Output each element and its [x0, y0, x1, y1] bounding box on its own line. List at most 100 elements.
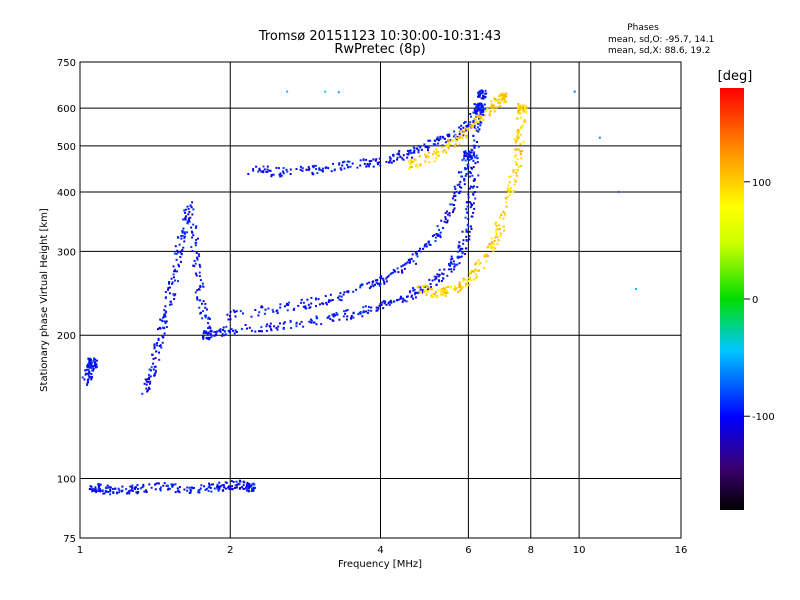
data-point [392, 300, 395, 303]
data-point [322, 302, 325, 305]
data-point [248, 326, 251, 329]
data-point [189, 204, 192, 207]
data-point [200, 484, 203, 487]
data-point [419, 164, 422, 167]
data-point [192, 487, 195, 489]
data-point [333, 313, 335, 316]
data-point [187, 217, 190, 220]
data-point [205, 488, 208, 490]
data-point [168, 282, 170, 285]
data-point [455, 138, 458, 141]
data-point [111, 488, 114, 490]
data-point [463, 151, 466, 153]
data-point [225, 481, 228, 484]
data-point [429, 286, 432, 288]
data-point [159, 318, 162, 321]
data-point [106, 484, 109, 487]
data-point [384, 300, 387, 303]
data-point [195, 241, 198, 244]
data-point [443, 149, 446, 152]
data-point [445, 150, 448, 153]
data-point [198, 306, 201, 309]
data-point [467, 196, 470, 199]
data-point [81, 376, 84, 379]
data-point [465, 134, 468, 137]
data-point [424, 243, 427, 246]
data-point [481, 91, 484, 94]
data-point [474, 118, 477, 121]
data-point [476, 141, 478, 143]
data-point [359, 286, 362, 289]
data-point [299, 165, 302, 168]
data-point [362, 158, 365, 161]
data-point [88, 376, 91, 379]
data-point [344, 312, 347, 315]
colorbar-tick-label: 100 [752, 178, 771, 189]
data-point [136, 488, 139, 490]
data-point [195, 252, 198, 254]
data-point [191, 201, 194, 204]
data-point [228, 329, 231, 332]
data-point [477, 145, 480, 148]
data-point [227, 318, 230, 321]
data-point [503, 212, 506, 215]
data-point [408, 160, 411, 162]
data-point [469, 202, 472, 205]
data-point [473, 124, 476, 127]
data-point [173, 298, 176, 300]
data-point [99, 483, 102, 486]
colorbar: [deg] 100 0 -100 [718, 69, 775, 510]
data-point [297, 304, 300, 307]
data-point [184, 218, 187, 221]
data-point [424, 146, 427, 149]
data-point [522, 110, 525, 113]
data-point [417, 144, 420, 147]
data-point [232, 309, 235, 312]
data-point [499, 105, 502, 108]
data-point [245, 489, 248, 492]
data-point [419, 247, 421, 250]
data-point [222, 326, 225, 329]
data-point [188, 210, 191, 213]
data-point [270, 173, 273, 176]
data-point [456, 250, 459, 253]
data-point [246, 483, 249, 486]
data-point [250, 485, 253, 488]
data-point [155, 369, 157, 372]
data-point [481, 104, 484, 107]
data-point [346, 309, 349, 311]
data-point [471, 174, 474, 177]
data-point [429, 283, 432, 285]
data-point [463, 183, 466, 186]
data-point [465, 167, 468, 170]
data-point [410, 295, 413, 298]
data-point [186, 489, 189, 492]
data-point [478, 128, 481, 131]
data-point [414, 159, 417, 162]
data-point [494, 99, 497, 102]
data-point [401, 157, 404, 160]
data-point [449, 139, 452, 142]
data-point [468, 230, 471, 233]
data-point [376, 309, 379, 312]
data-point [172, 483, 175, 486]
data-point [478, 263, 481, 266]
data-point [214, 334, 217, 337]
data-point [195, 274, 198, 277]
data-point [449, 261, 452, 264]
data-point [341, 164, 344, 167]
data-point [216, 483, 219, 486]
data-point [468, 153, 470, 156]
data-point [512, 169, 515, 172]
data-point [458, 137, 461, 139]
data-point [337, 91, 340, 94]
data-point [507, 184, 510, 187]
data-point [437, 235, 440, 237]
data-point [329, 299, 332, 302]
data-point [464, 159, 467, 162]
data-point [313, 164, 316, 167]
data-point [252, 169, 255, 172]
data-point [495, 99, 498, 102]
data-point [255, 165, 258, 168]
data-point [489, 110, 492, 113]
